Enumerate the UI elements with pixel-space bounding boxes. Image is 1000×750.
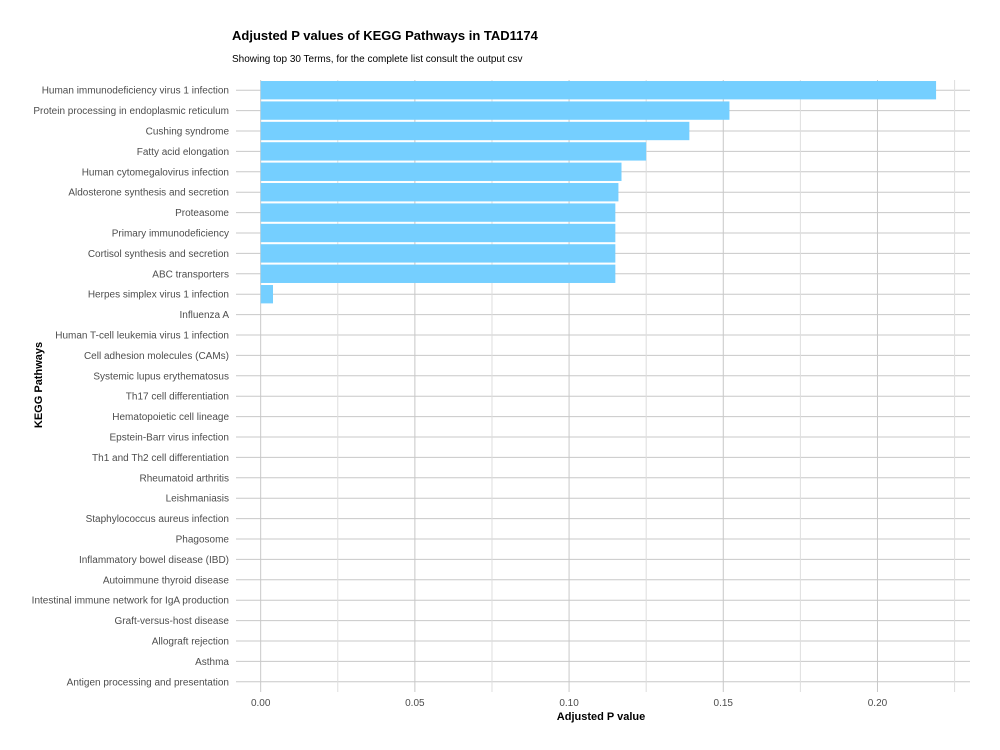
bar	[260, 264, 616, 283]
bar	[260, 162, 622, 181]
y-tick-label: Systemic lupus erythematosus	[93, 371, 229, 382]
chart-title: Adjusted P values of KEGG Pathways in TA…	[232, 28, 538, 43]
y-tick-label: Cell adhesion molecules (CAMs)	[84, 351, 229, 362]
x-tick-label: 0.05	[405, 698, 425, 709]
y-tick-label: Autoimmune thyroid disease	[103, 575, 230, 586]
bar	[260, 203, 616, 222]
y-tick-label: Hematopoietic cell lineage	[112, 412, 229, 423]
y-tick-label: Phagosome	[176, 535, 230, 546]
bar	[260, 81, 937, 100]
y-axis-title: KEGG Pathways	[33, 342, 45, 428]
y-tick-label: Asthma	[195, 657, 229, 668]
y-tick-label: Allograft rejection	[152, 637, 229, 648]
bar	[260, 244, 616, 263]
bar	[260, 121, 690, 141]
bar	[260, 223, 616, 243]
bar	[260, 101, 730, 120]
bar	[260, 285, 274, 304]
y-tick-label: Proteasome	[175, 208, 229, 219]
y-tick-label: Influenza A	[180, 310, 230, 321]
y-tick-labels: Human immunodeficiency virus 1 infection…	[32, 86, 230, 689]
y-tick-label: Human T-cell leukemia virus 1 infection	[55, 331, 229, 342]
x-tick-label: 0.15	[714, 698, 734, 709]
y-tick-label: Leishmaniasis	[166, 494, 229, 505]
y-tick-label: Th1 and Th2 cell differentiation	[92, 453, 229, 464]
x-tick-label: 0.10	[559, 698, 579, 709]
y-tick-label: Rheumatoid arthritis	[140, 473, 229, 484]
y-tick-label: Staphylococcus aureus infection	[86, 514, 229, 525]
x-axis-title: Adjusted P value	[557, 711, 645, 723]
y-tick-label: Cushing syndrome	[146, 127, 230, 138]
y-tick-label: Protein processing in endoplasmic reticu…	[33, 106, 229, 117]
y-tick-label: Herpes simplex virus 1 infection	[88, 290, 229, 301]
y-tick-label: Th17 cell differentiation	[126, 392, 229, 403]
x-tick-label: 0.00	[251, 698, 271, 709]
y-tick-label: Aldosterone synthesis and secretion	[68, 188, 229, 199]
x-tick-label: 0.20	[868, 698, 888, 709]
y-tick-label: Inflammatory bowel disease (IBD)	[79, 555, 229, 566]
y-tick-label: Human immunodeficiency virus 1 infection	[42, 86, 229, 97]
y-tick-label: Fatty acid elongation	[137, 147, 229, 158]
y-tick-label: Graft-versus-host disease	[115, 616, 230, 627]
chart-subtitle: Showing top 30 Terms, for the complete l…	[232, 54, 523, 65]
x-tick-labels: 0.00 0.05 0.10 0.15 0.20	[251, 698, 888, 709]
bars	[260, 81, 937, 304]
y-tick-label: Human cytomegalovirus infection	[82, 167, 229, 178]
bar	[260, 142, 647, 161]
y-tick-label: Cortisol synthesis and secretion	[88, 249, 229, 260]
y-tick-label: Intestinal immune network for IgA produc…	[32, 596, 229, 607]
y-tick-label: Antigen processing and presentation	[67, 677, 229, 688]
y-tick-label: ABC transporters	[152, 269, 229, 280]
y-tick-label: Primary immunodeficiency	[112, 229, 229, 240]
y-tick-label: Epstein-Barr virus infection	[110, 433, 230, 444]
bar	[260, 183, 619, 202]
